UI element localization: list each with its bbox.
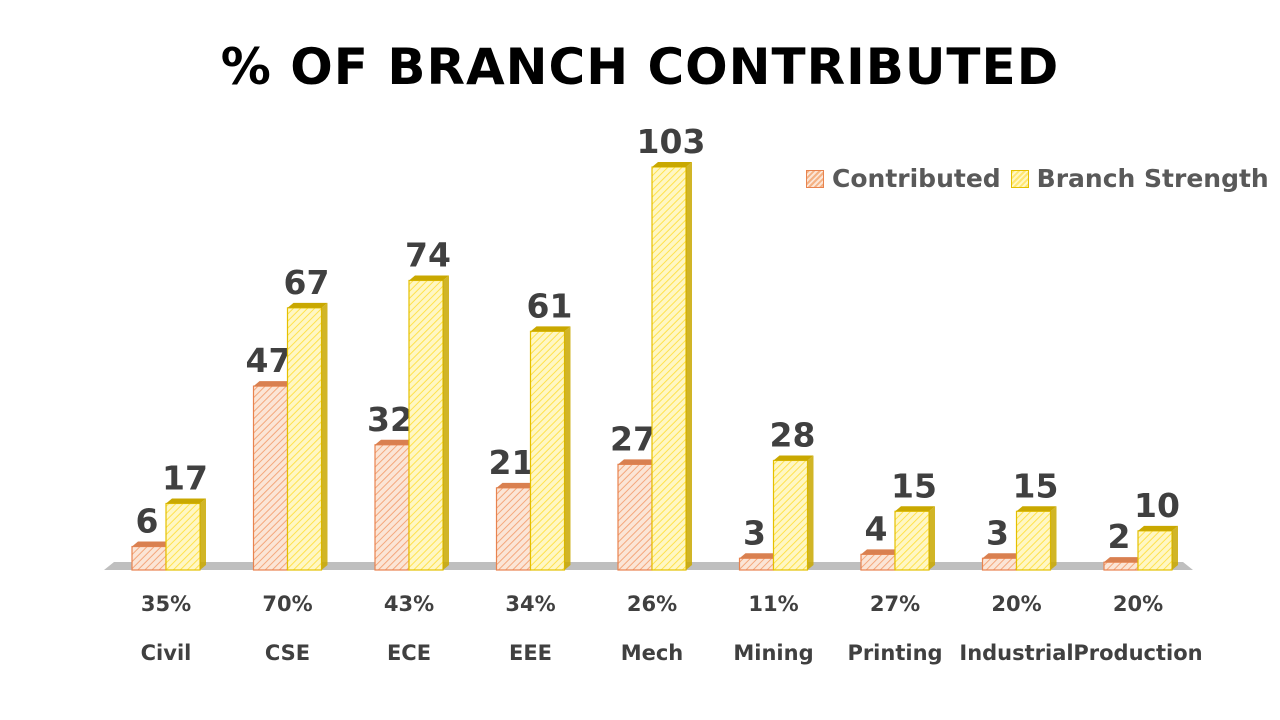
legend-swatch-contributed — [806, 169, 824, 188]
percent-label-ece: 43% — [384, 592, 434, 616]
category-label-mech: Mech — [621, 641, 684, 665]
value-label-branch-strength-cse: 67 — [284, 263, 330, 302]
category-label-industrial: Industrial — [959, 641, 1073, 665]
category-label-production: Production — [1073, 641, 1202, 665]
value-label-branch-strength-industrial: 15 — [1013, 466, 1059, 505]
chart-title: % OF BRANCH CONTRIBUTED — [220, 38, 1060, 96]
value-label-contributed-industrial: 3 — [986, 513, 1009, 552]
value-label-contributed-cse: 47 — [246, 341, 292, 380]
bar-branch-strength-mech — [651, 162, 692, 571]
value-label-branch-strength-ece: 74 — [405, 235, 451, 274]
bar-branch-strength-eee — [529, 326, 571, 571]
bar-contributed-printing — [860, 549, 901, 571]
percent-label-printing: 27% — [870, 592, 920, 616]
value-label-branch-strength-printing: 15 — [891, 466, 937, 505]
legend-item-contributed: Contributed — [806, 164, 1001, 193]
value-label-contributed-civil: 6 — [136, 502, 159, 541]
value-label-contributed-mining: 3 — [743, 513, 766, 552]
value-label-branch-strength-mech: 103 — [637, 122, 706, 161]
category-label-ece: ECE — [387, 641, 431, 665]
bar-branch-strength-mining — [772, 455, 814, 571]
percent-label-mining: 11% — [748, 592, 798, 616]
bar-contributed-eee — [495, 482, 537, 571]
category-label-eee: EEE — [509, 641, 552, 665]
category-label-printing: Printing — [847, 641, 942, 665]
category-label-mining: Mining — [733, 641, 813, 665]
bar-branch-strength-printing — [894, 506, 935, 571]
bar-branch-strength-production — [1137, 525, 1178, 571]
legend: Contributed Branch Strength — [806, 164, 1279, 193]
percent-label-production: 20% — [1113, 592, 1163, 616]
value-label-contributed-mech: 27 — [610, 419, 656, 458]
bar-branch-strength-cse — [286, 302, 328, 571]
percent-label-civil: 35% — [141, 592, 191, 616]
value-label-contributed-eee: 21 — [489, 443, 535, 482]
value-label-branch-strength-mining: 28 — [770, 415, 816, 454]
value-label-branch-strength-eee: 61 — [527, 286, 573, 325]
value-label-branch-strength-civil: 17 — [162, 458, 208, 497]
category-label-cse: CSE — [265, 641, 310, 665]
percent-label-mech: 26% — [627, 592, 677, 616]
bar-branch-strength-industrial — [1015, 506, 1057, 571]
percent-label-industrial: 20% — [991, 592, 1041, 616]
value-label-branch-strength-production: 10 — [1134, 486, 1180, 525]
bar-branch-strength-ece — [408, 275, 449, 571]
legend-item-branch-strength: Branch Strength — [1010, 164, 1269, 193]
bar-branch-strength-civil — [165, 498, 206, 571]
legend-label-contributed: Contributed — [832, 164, 1001, 193]
category-label-civil: Civil — [141, 641, 192, 665]
legend-label-branch-strength: Branch Strength — [1036, 164, 1269, 193]
legend-swatch-branch-strength — [1010, 169, 1029, 188]
percent-label-eee: 34% — [505, 592, 555, 616]
percent-label-cse: 70% — [262, 592, 312, 616]
value-label-contributed-production: 2 — [1108, 517, 1131, 556]
value-label-contributed-ece: 32 — [367, 400, 413, 439]
value-label-contributed-printing: 4 — [865, 509, 888, 548]
